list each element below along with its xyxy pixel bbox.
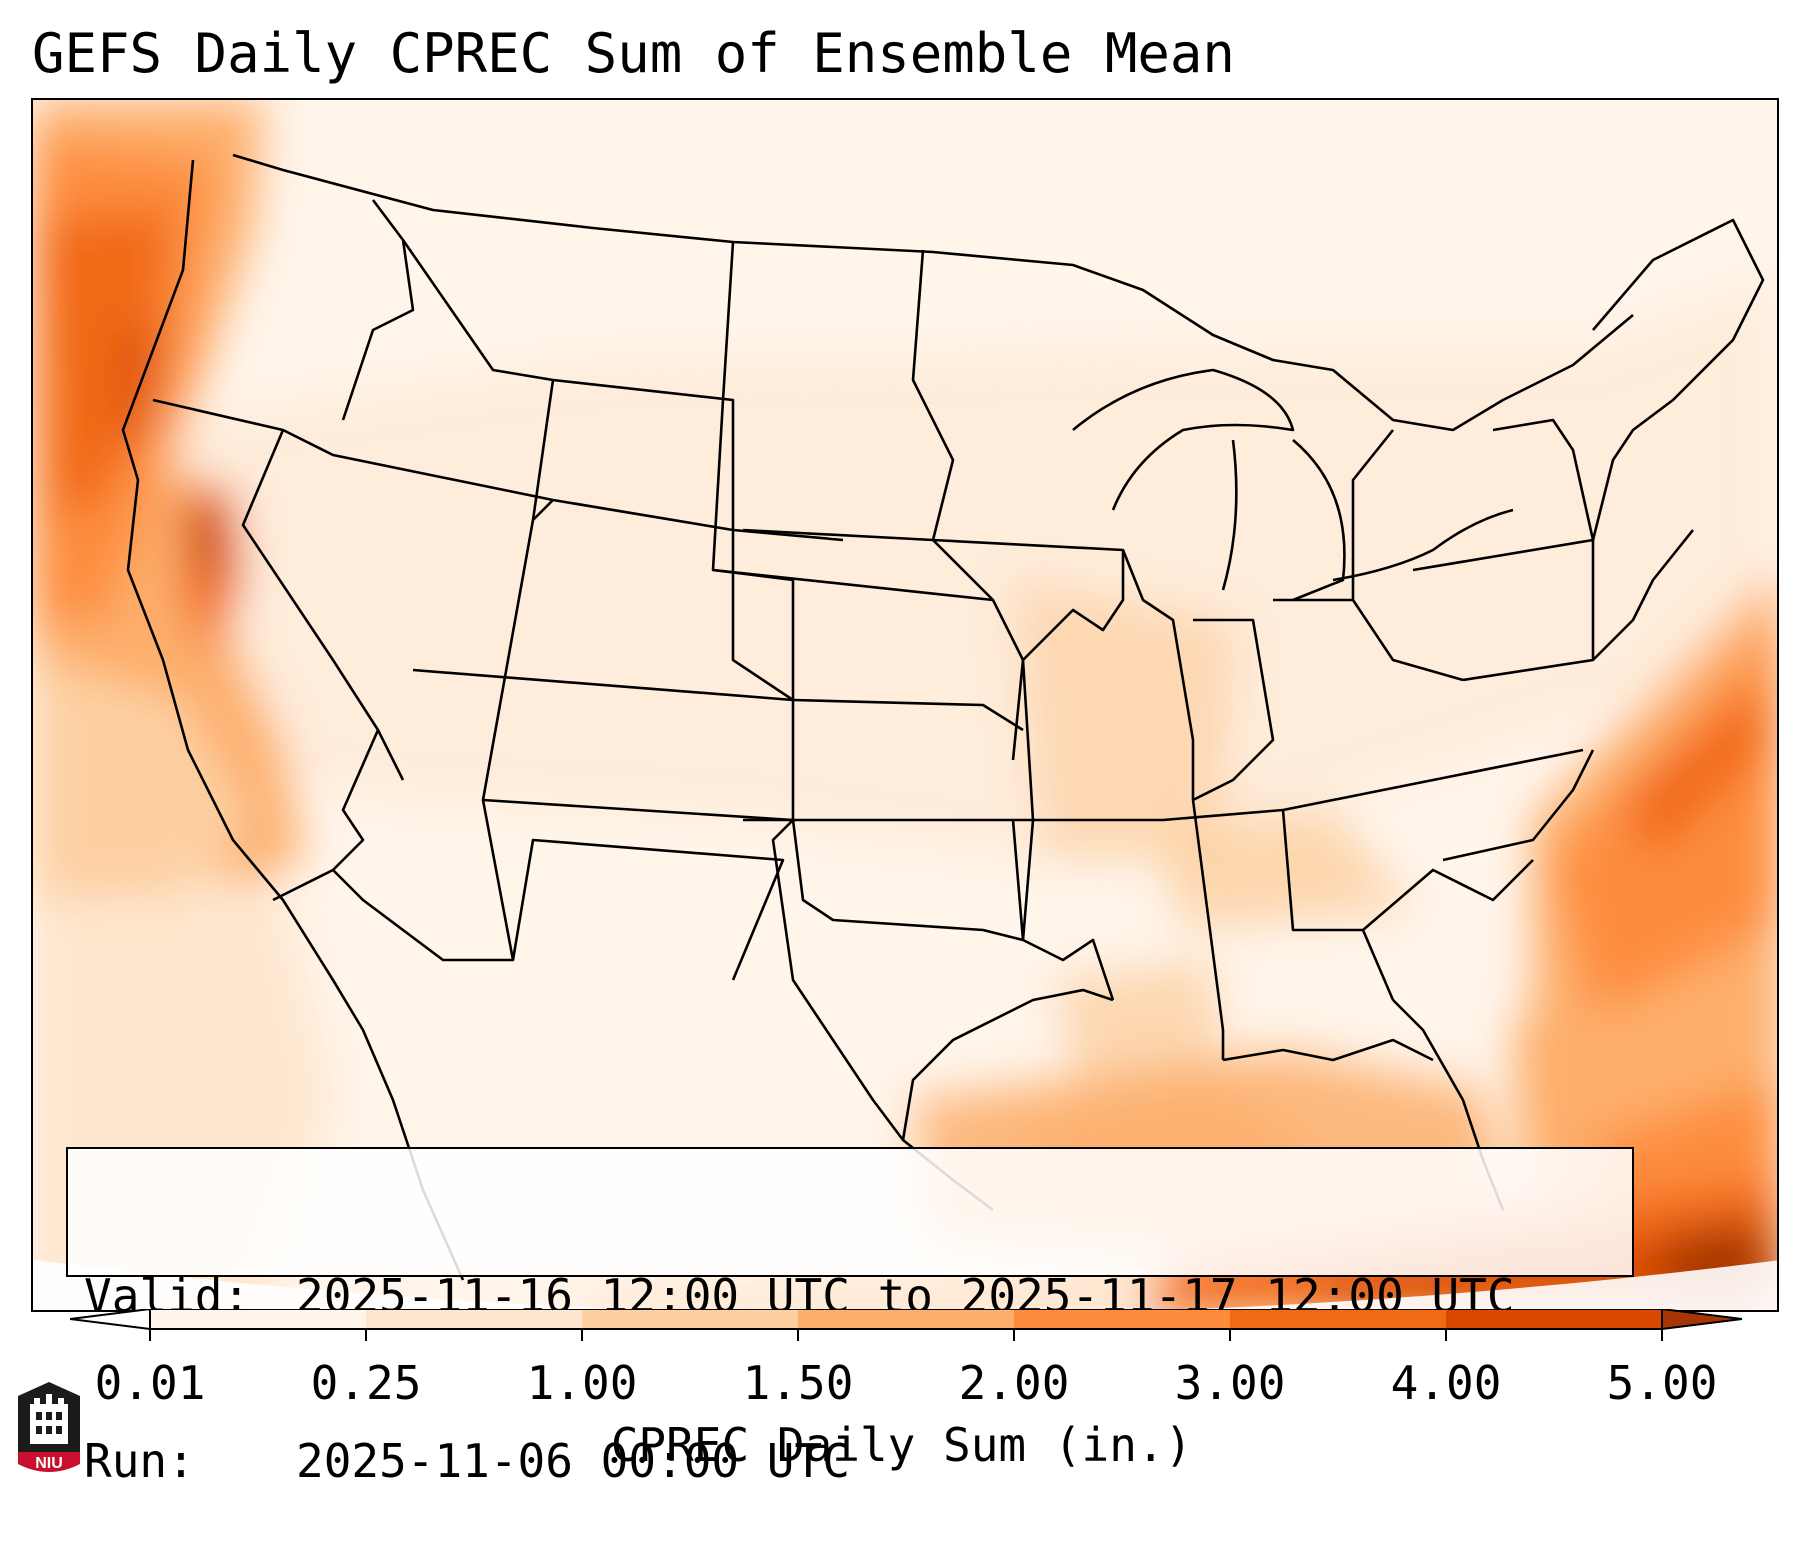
colorbar-title: CPREC Daily Sum (in.) [610, 1418, 1193, 1472]
valid-run-info-box: Valid: 2025-11-16 12:00 UTC to 2025-11-17… [66, 1147, 1634, 1488]
colorbar-segment-7 [1446, 1309, 1662, 1329]
colorbar-segment-5 [1014, 1309, 1230, 1329]
colorbar-extend-low [70, 1309, 151, 1331]
colorbar-tick-label: 1.50 [742, 1356, 854, 1410]
colorbar-tick-label: 2.00 [958, 1356, 1070, 1410]
run-line: Run: 2025-11-06 00:00 UTC [84, 1434, 1616, 1489]
niu-logo: NIU [18, 1382, 80, 1472]
colorbar-segment-1 [150, 1309, 366, 1329]
svg-text:NIU: NIU [35, 1455, 63, 1472]
colorbar-segment-3 [582, 1309, 798, 1329]
run-label: Run: [84, 1434, 195, 1488]
colorbar-segment-4 [798, 1309, 1014, 1329]
colorbar-tick-label: 0.01 [94, 1356, 206, 1410]
map-title: GEFS Daily CPREC Sum of Ensemble Mean [32, 22, 1235, 85]
run-time: 2025-11-06 00:00 UTC [296, 1434, 850, 1488]
colorbar-tick-label: 1.00 [526, 1356, 638, 1410]
colorbar-tick-label: 0.25 [310, 1356, 422, 1410]
colorbar [70, 1309, 1743, 1341]
state-borders [121, 153, 1765, 1281]
colorbar-tick-label: 5.00 [1606, 1356, 1718, 1410]
colorbar-tick-label: 3.00 [1174, 1356, 1286, 1410]
precipitation-map [31, 98, 1779, 1312]
colorbar-tick-label: 4.00 [1390, 1356, 1502, 1410]
colorbar-segment-2 [366, 1309, 582, 1329]
colorbar-segment-6 [1230, 1309, 1446, 1329]
colorbar-extend-high [1661, 1309, 1743, 1331]
